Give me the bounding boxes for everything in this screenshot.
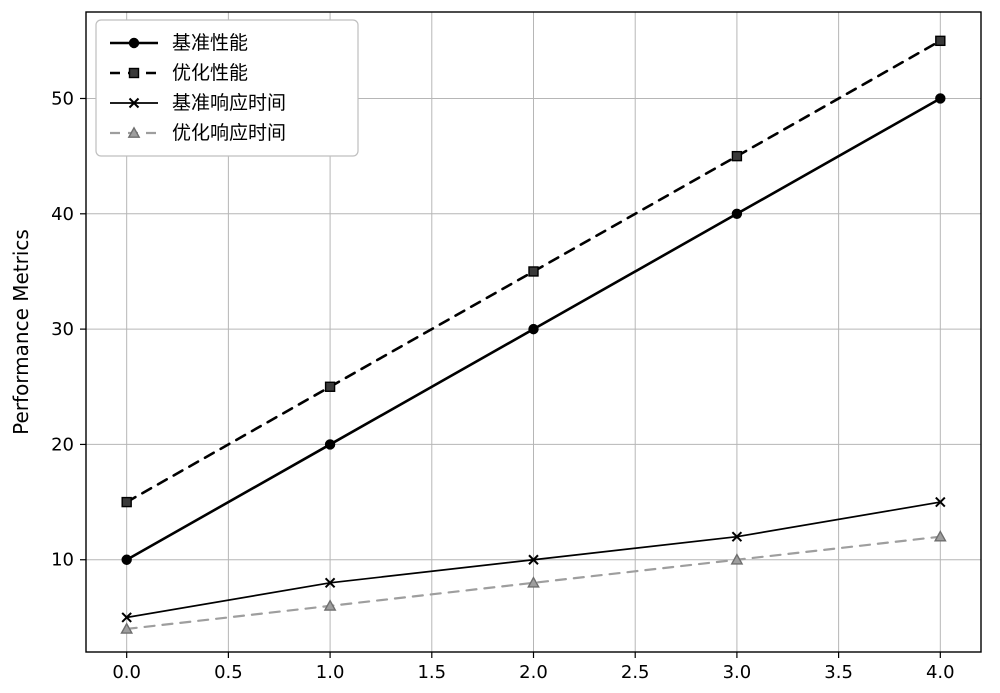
x-tick-label: 2.5 xyxy=(621,662,650,683)
legend-label: 优化性能 xyxy=(172,62,248,84)
y-axis-label: Performance Metrics xyxy=(9,229,33,435)
x-tick-label: 0.0 xyxy=(112,662,141,683)
x-tick-label: 1.0 xyxy=(316,662,345,683)
y-tick-label: 10 xyxy=(51,550,74,571)
x-tick-label: 2.0 xyxy=(519,662,548,683)
x-tick-label: 4.0 xyxy=(926,662,955,683)
y-tick-label: 40 xyxy=(51,204,74,225)
legend-label: 优化响应时间 xyxy=(172,122,286,144)
x-tick-label: 0.5 xyxy=(214,662,243,683)
legend-label: 基准响应时间 xyxy=(172,92,286,114)
y-tick-label: 30 xyxy=(51,319,74,340)
legend-label: 基准性能 xyxy=(172,32,248,54)
x-tick-label: 3.0 xyxy=(723,662,752,683)
y-tick-label: 50 xyxy=(51,88,74,109)
chart-svg: 0.0 0.5 1.0 1.5 2.0 2.5 3.0 3.5 4.0 10 20 30 40 50 Per… xyxy=(0,0,1000,693)
x-tick-label: 1.5 xyxy=(417,662,446,683)
legend: 基准性能优化性能基准响应时间优化响应时间 xyxy=(96,20,358,156)
x-tick-label: 3.5 xyxy=(824,662,853,683)
y-tick-label: 20 xyxy=(51,434,74,455)
performance-chart: 0.0 0.5 1.0 1.5 2.0 2.5 3.0 3.5 4.0 10 20 30 40 50 Per… xyxy=(0,0,1000,693)
